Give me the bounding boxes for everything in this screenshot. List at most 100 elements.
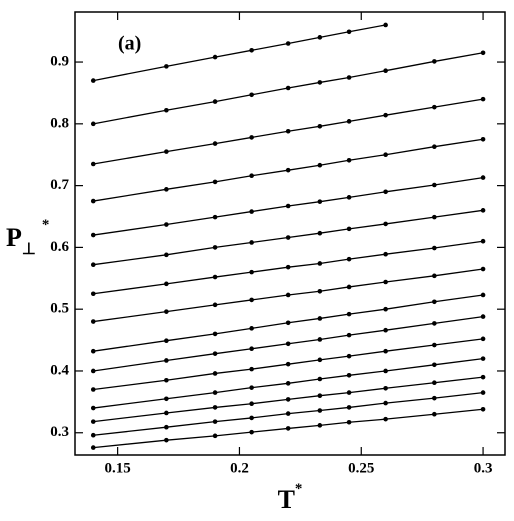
data-point (432, 214, 437, 220)
data-point (285, 381, 291, 386)
series-line (93, 376, 484, 423)
data-point (346, 311, 352, 317)
data-point (346, 119, 352, 124)
data-point (249, 135, 254, 140)
data-point (285, 320, 291, 326)
data-point (285, 361, 291, 367)
series-line (93, 294, 484, 352)
data-point (249, 429, 254, 435)
data-point (164, 107, 169, 113)
data-point (212, 371, 218, 376)
data-point (383, 221, 388, 227)
data-point (480, 406, 486, 412)
data-point (212, 419, 218, 424)
data-point (212, 54, 218, 60)
data-point (346, 226, 352, 232)
data-point (432, 245, 437, 251)
data-point (164, 424, 169, 430)
data-point (249, 297, 254, 303)
data-point (285, 341, 291, 347)
series-line (93, 338, 484, 391)
data-point (432, 411, 437, 417)
data-point (249, 385, 254, 390)
data-point (249, 269, 254, 275)
data-point (480, 314, 486, 319)
data-point (164, 358, 169, 363)
data-point (317, 337, 323, 342)
data-point (346, 419, 352, 425)
data-point (317, 423, 323, 428)
data-point (432, 342, 437, 348)
series-line (93, 176, 484, 236)
data-point (285, 203, 291, 209)
data-point (285, 397, 291, 402)
data-point (346, 353, 352, 359)
data-point (432, 362, 437, 368)
data-point (317, 288, 323, 294)
data-point (317, 393, 323, 398)
data-point (346, 372, 352, 378)
data-point (480, 136, 486, 142)
data-point (317, 408, 323, 413)
y-tick-label: 0.4 (50, 362, 69, 378)
data-point (480, 96, 486, 102)
data-point (432, 299, 437, 305)
series-line (93, 315, 484, 372)
data-point (432, 59, 437, 64)
data-point (432, 321, 437, 326)
data-point (383, 251, 388, 257)
data-point (90, 419, 96, 424)
data-point (90, 262, 96, 268)
x-axis-label: T* (278, 481, 303, 514)
series-line (93, 24, 386, 82)
series-line (93, 240, 484, 295)
data-point (285, 85, 291, 91)
x-tick-label: 0.25 (348, 460, 374, 476)
series-line (93, 357, 484, 409)
series-line (93, 209, 484, 266)
data-point (285, 128, 291, 134)
data-point (285, 426, 291, 431)
y-tick-label: 0.3 (50, 424, 69, 440)
data-point (90, 78, 96, 83)
data-point (432, 182, 437, 188)
x-tick-label: 0.2 (230, 460, 249, 476)
data-point (212, 214, 218, 220)
plot-frame (74, 11, 506, 456)
data-point (480, 50, 486, 56)
data-point (90, 291, 96, 297)
data-point (212, 390, 218, 395)
data-point (346, 75, 352, 80)
series-line (93, 391, 484, 436)
data-point (285, 411, 291, 416)
data-point (164, 281, 169, 287)
data-point (480, 238, 486, 244)
data-point (317, 199, 323, 204)
data-point (317, 316, 323, 321)
y-tick-label: 0.9 (50, 53, 69, 69)
data-point (285, 292, 291, 298)
annotation: (a) (118, 33, 141, 55)
data-point (164, 437, 169, 443)
data-point (432, 104, 437, 110)
data-point (90, 198, 96, 204)
data-point (285, 167, 291, 173)
series-line (93, 52, 484, 125)
data-point (164, 377, 169, 383)
data-point (480, 208, 486, 213)
data-point (480, 356, 486, 361)
data-point (317, 162, 323, 168)
data-point (346, 256, 352, 262)
data-point (90, 319, 96, 324)
data-point (249, 346, 254, 352)
data-point (164, 187, 169, 192)
data-point (346, 405, 352, 410)
series-line (93, 98, 484, 165)
y-axis-label: P⊥* (6, 217, 49, 257)
data-point (90, 368, 96, 374)
data-point (212, 245, 218, 250)
data-point (383, 348, 388, 354)
data-point (212, 302, 218, 308)
data-point (212, 141, 218, 146)
data-point (432, 144, 437, 149)
